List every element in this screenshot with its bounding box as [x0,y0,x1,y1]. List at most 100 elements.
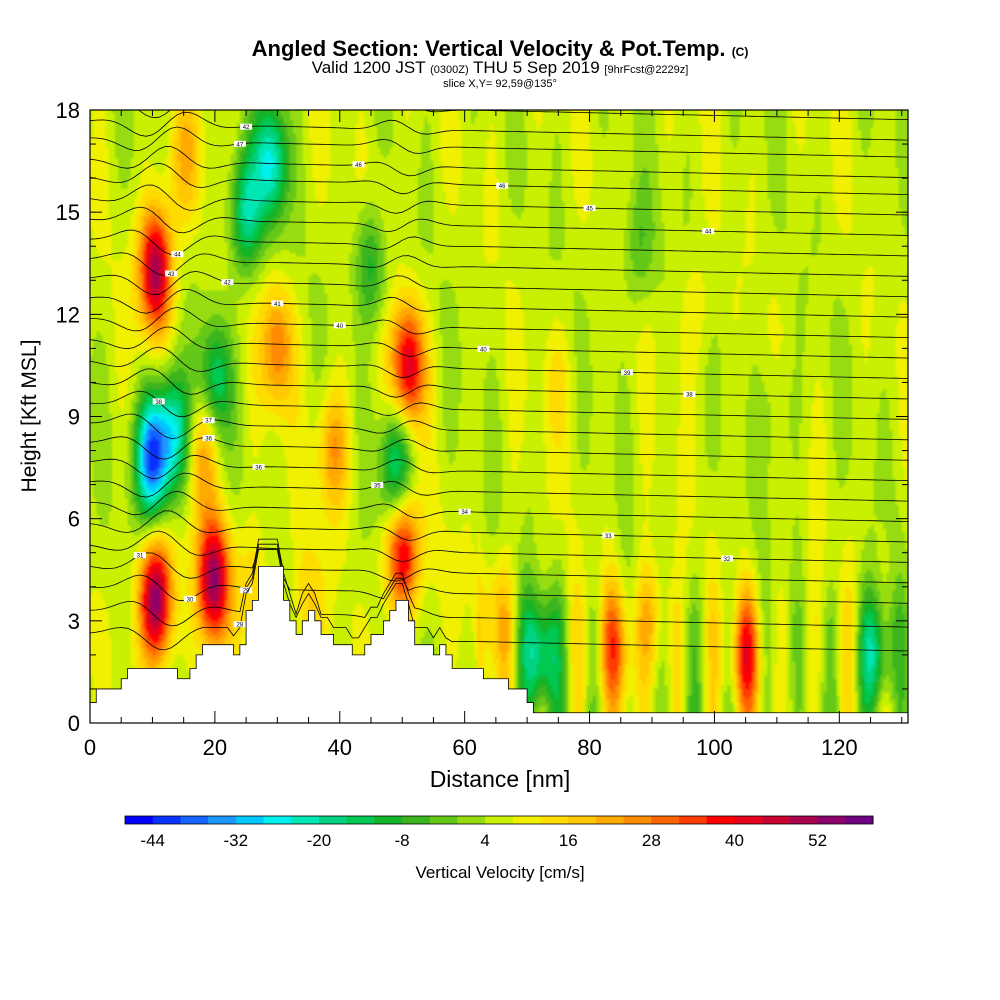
theta-contour-line [90,454,908,482]
contour-label: 46 [355,163,362,169]
theta-contour-line [90,368,908,400]
colorbar-swatch [623,816,652,824]
contour-label-bg [496,182,509,189]
theta-contour-line [90,530,908,563]
x-tick-label: 80 [577,735,601,760]
terrain-mask [89,565,909,724]
x-axis: 0 20 40 60 80 100 120 [84,110,903,760]
contour-label: 39 [624,371,631,377]
colorbar-swatch [152,816,181,824]
colorbar-swatch [845,816,874,824]
contour-label-bg [477,345,490,352]
x-tick-label: 60 [452,735,476,760]
colorbar-swatch [679,816,708,824]
chart-subtitle: Valid 1200 JST (0300Z) THU 5 Sep 2019 [9… [0,58,1000,78]
theta-contours: 42 42 42 47 46 46 45 44 44 43 42 41 40 40 39 38 38 37 36 36… [90,79,908,652]
theta-contour-line [90,184,908,216]
colorbar-tick-label: 16 [559,831,578,850]
colorbar-swatch [180,816,209,824]
colorbar-tick-label: -20 [307,831,332,850]
contour-label-bg [352,161,365,168]
contour-label-bg [602,532,615,539]
colorbar-swatch [651,816,680,824]
contour-label: 36 [205,437,212,443]
contour-label-bg [458,508,471,515]
y-tick-label: 15 [56,200,80,225]
contour-label-bg [271,300,284,307]
contour-label-bg [333,322,346,329]
contour-label-bg [233,621,246,628]
theta-contour-line [90,111,908,141]
theta-contour-line [90,548,908,584]
theta-contour-line [137,110,908,121]
colorbar-swatch [512,816,542,824]
colorbar-swatch [318,816,348,824]
chart-title-main: Angled Section: Vertical Velocity & Pot.… [251,36,726,61]
theta-contour-line [90,490,908,522]
contour-label: 47 [237,142,244,148]
colorbar-tick-label: -32 [224,831,249,850]
colorbar-swatch [263,816,292,824]
colorbar-swatch [291,816,320,824]
y-tick-label: 6 [68,507,80,532]
contour-label-bg [202,417,215,424]
contour-label-bg [152,398,165,405]
theta-contour-line [90,288,908,318]
x-axis-label: Distance [nm] [429,766,571,792]
contour-label-bg [252,463,265,470]
theta-contour-line [90,326,908,359]
slice-info: slice X,Y= 92,59@135° [443,78,557,90]
plot-area: 42 42 42 47 46 46 45 44 44 43 42 41 40 40 39 38 38 37 36 36… [89,79,909,724]
contour-label-bg [221,279,234,286]
contour-label-bg [202,435,215,442]
theta-contour-line [90,206,908,236]
colorbar-tick-label: 52 [808,831,827,850]
colorbar-swatch [817,816,846,824]
colorbar-tick-label: -8 [394,831,409,850]
colorbar-swatch [125,816,154,824]
contour-label: 30 [187,597,194,603]
colorbar-swatch [374,816,403,824]
contour-label: 44 [705,230,712,236]
theta-contour-line [90,510,908,543]
colorbar-swatch [235,816,265,824]
contour-label: 42 [137,85,144,91]
colorbar-tick-label: 28 [642,831,661,850]
contour-label-bg [171,251,184,258]
colorbar: -44 -32 -20 -8 4 16 28 40 52 [124,815,874,850]
contour-label-bg [720,555,733,562]
colorbar-tick-label: 40 [725,831,744,850]
colorbar-swatch [706,816,735,824]
theta-contour-line [90,346,908,379]
contour-label-bg [621,369,634,376]
y-axis-label: Height [Kft MSL] [18,339,41,493]
contour-label: 31 [137,554,144,560]
y-tick-label: 0 [68,711,80,736]
theta-contour-line [90,413,908,441]
x-tick-label: 0 [84,735,96,760]
y-tick-label: 12 [56,302,80,327]
contour-label: 29 [243,589,250,595]
contour-label: 40 [336,324,343,330]
colorbar-swatch [429,816,458,824]
forecast-info: [9hrFcst@2229z] [604,64,689,76]
colorbar-swatch [346,816,375,824]
colorbar-tick-label: -44 [140,831,165,850]
colorbar-swatch [208,816,237,824]
theta-contour-line [90,79,908,103]
contour-label: 42 [187,94,194,100]
contour-label: 44 [174,253,181,259]
colorbar-swatch [789,816,819,824]
contour-label-bg [583,205,596,212]
theta-contour-line [90,252,908,277]
theta-contour-line [90,306,908,338]
theta-contour-line [90,390,908,420]
theta-contour-line [90,472,908,502]
contour-label-bg [240,123,253,130]
theta-contour-line [90,126,908,158]
valid-date: THU 5 Sep 2019 [473,58,600,77]
contour-label-bg [165,270,178,277]
contour-label-bg [134,84,146,90]
contour-label-bg [240,587,253,594]
